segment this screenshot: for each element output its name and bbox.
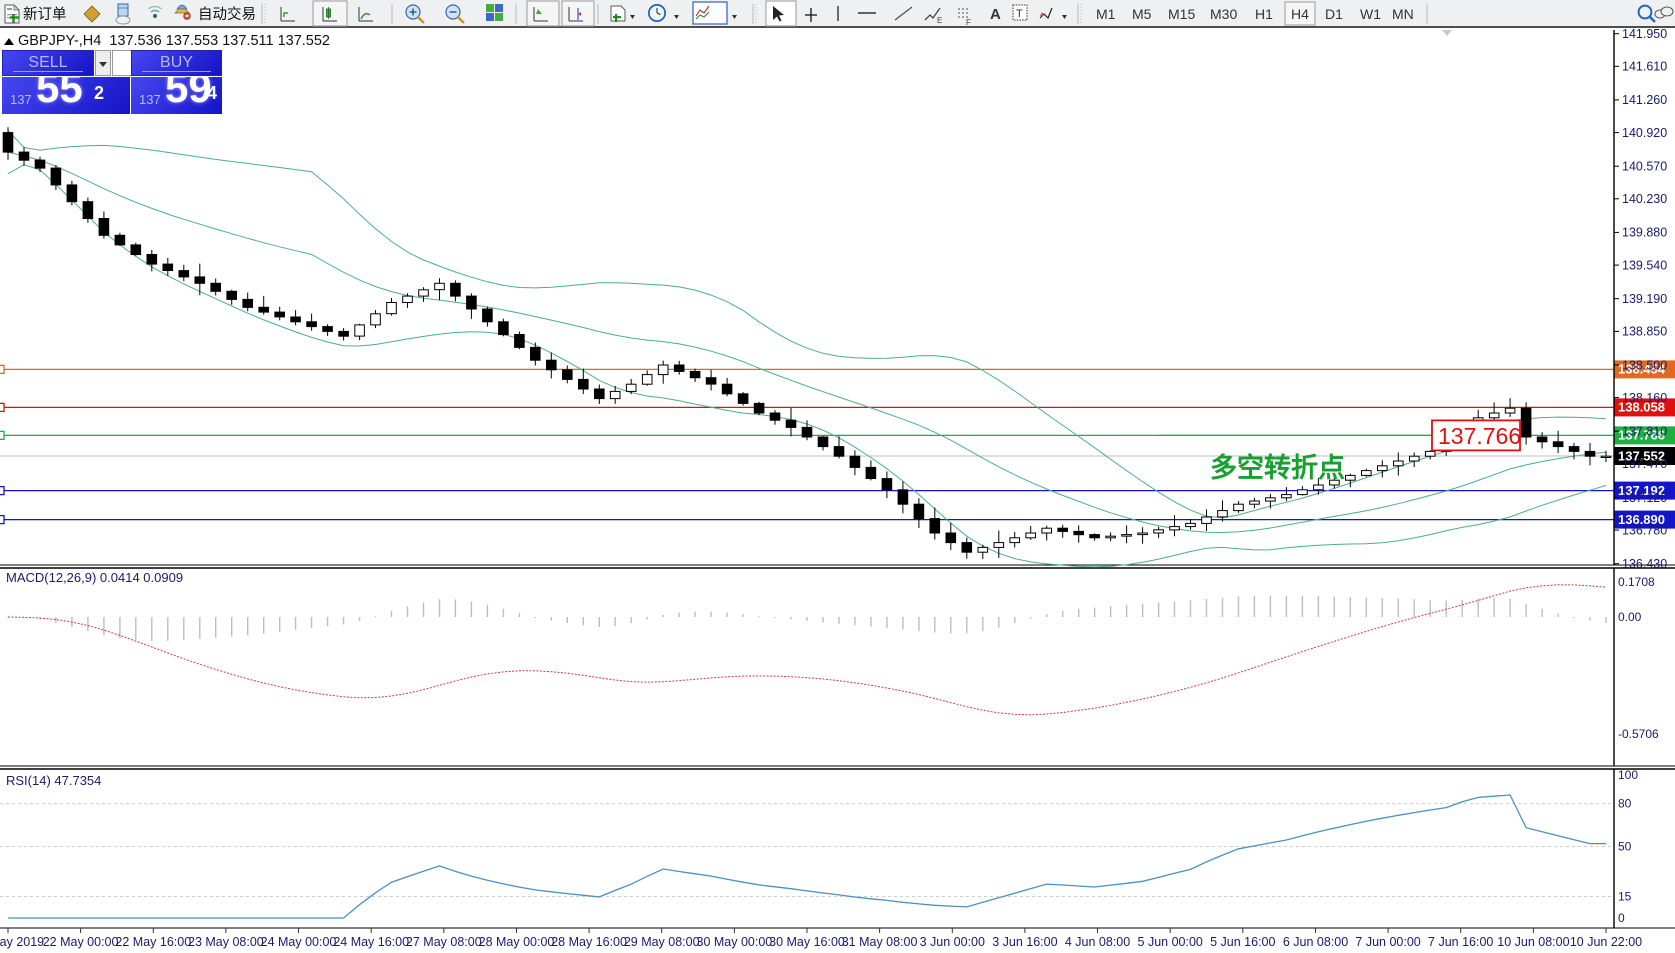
svg-text:0.1708: 0.1708 (1618, 575, 1655, 589)
svg-text:141.260: 141.260 (1622, 93, 1667, 107)
svg-text:-0.5706: -0.5706 (1618, 727, 1659, 741)
svg-text:80: 80 (1618, 797, 1632, 811)
svg-text:140.920: 140.920 (1622, 126, 1667, 140)
svg-text:5 Jun 00:00: 5 Jun 00:00 (1138, 935, 1203, 949)
svg-text:24 May 16:00: 24 May 16:00 (333, 935, 409, 949)
svg-text:31 May 08:00: 31 May 08:00 (842, 935, 918, 949)
svg-text:29 May 08:00: 29 May 08:00 (624, 935, 700, 949)
svg-text:7 Jun 00:00: 7 Jun 00:00 (1355, 935, 1420, 949)
svg-text:100: 100 (1618, 768, 1638, 782)
svg-text:137.470: 137.470 (1622, 457, 1667, 471)
svg-text:21 May 2019: 21 May 2019 (0, 935, 44, 949)
svg-text:138.500: 138.500 (1622, 358, 1667, 372)
svg-text:4 Jun 08:00: 4 Jun 08:00 (1065, 935, 1130, 949)
svg-text:136.430: 136.430 (1622, 557, 1667, 571)
svg-text:141.610: 141.610 (1622, 60, 1667, 74)
svg-text:6 Jun 08:00: 6 Jun 08:00 (1283, 935, 1348, 949)
svg-text:0: 0 (1618, 911, 1625, 925)
svg-text:24 May 00:00: 24 May 00:00 (261, 935, 337, 949)
svg-text:5 Jun 16:00: 5 Jun 16:00 (1210, 935, 1275, 949)
svg-text:3 Jun 16:00: 3 Jun 16:00 (992, 935, 1057, 949)
svg-text:141.950: 141.950 (1622, 27, 1667, 41)
svg-text:137.766: 137.766 (1438, 423, 1521, 449)
svg-text:140.570: 140.570 (1622, 160, 1667, 174)
svg-text:3 Jun 00:00: 3 Jun 00:00 (920, 935, 985, 949)
svg-text:23 May 08:00: 23 May 08:00 (188, 935, 264, 949)
svg-text:MACD(12,26,9) 0.0414 0.0909: MACD(12,26,9) 0.0414 0.0909 (6, 570, 183, 585)
svg-text:30 May 16:00: 30 May 16:00 (769, 935, 845, 949)
svg-text:30 May 00:00: 30 May 00:00 (697, 935, 773, 949)
svg-text:0.00: 0.00 (1618, 610, 1642, 624)
svg-text:137.810: 137.810 (1622, 425, 1667, 439)
svg-text:10 Jun 08:00: 10 Jun 08:00 (1497, 935, 1569, 949)
svg-text:137.120: 137.120 (1622, 491, 1667, 505)
svg-text:10 Jun 22:00: 10 Jun 22:00 (1570, 935, 1642, 949)
svg-text:28 May 16:00: 28 May 16:00 (551, 935, 627, 949)
svg-text:138.160: 138.160 (1622, 391, 1667, 405)
svg-text:50: 50 (1618, 840, 1632, 854)
svg-text:136.780: 136.780 (1622, 523, 1667, 537)
svg-text:138.850: 138.850 (1622, 325, 1667, 339)
svg-text:28 May 00:00: 28 May 00:00 (479, 935, 555, 949)
svg-text:15: 15 (1618, 890, 1632, 904)
svg-text:7 Jun 16:00: 7 Jun 16:00 (1428, 935, 1493, 949)
svg-text:RSI(14) 47.7354: RSI(14) 47.7354 (6, 773, 101, 788)
svg-text:27 May 08:00: 27 May 08:00 (406, 935, 482, 949)
svg-text:22 May 00:00: 22 May 00:00 (43, 935, 119, 949)
svg-text:140.230: 140.230 (1622, 192, 1667, 206)
svg-text:139.540: 139.540 (1622, 258, 1667, 272)
svg-text:139.880: 139.880 (1622, 226, 1667, 240)
svg-text:139.190: 139.190 (1622, 292, 1667, 306)
svg-text:多空转折点: 多空转折点 (1210, 452, 1345, 483)
svg-text:22 May 16:00: 22 May 16:00 (115, 935, 191, 949)
